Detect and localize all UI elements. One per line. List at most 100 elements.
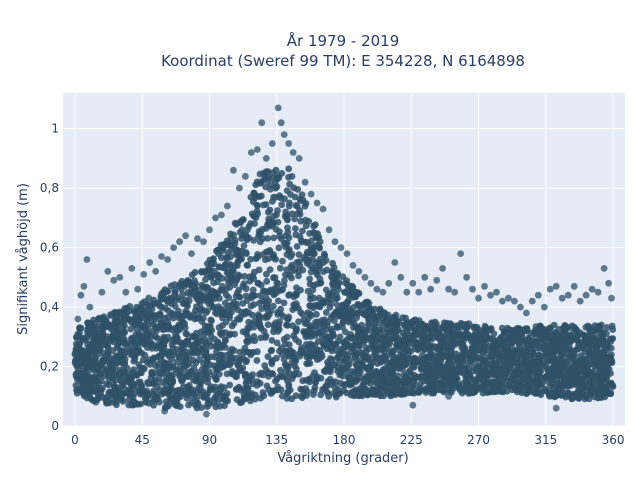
- data-point: [253, 146, 261, 153]
- data-point: [243, 331, 251, 338]
- data-point: [99, 393, 107, 401]
- data-point: [540, 303, 548, 311]
- data-point: [476, 346, 484, 354]
- data-point: [590, 368, 598, 375]
- data-point: [135, 306, 143, 314]
- data-point: [295, 251, 303, 258]
- data-point: [373, 285, 381, 293]
- data-point: [235, 383, 243, 391]
- data-point: [296, 207, 304, 214]
- data-point: [161, 386, 169, 393]
- data-point: [452, 350, 460, 358]
- data-point: [206, 361, 214, 368]
- data-point: [244, 226, 251, 234]
- data-point: [250, 189, 258, 197]
- data-point: [233, 396, 241, 403]
- data-point: [537, 375, 545, 382]
- data-point: [366, 305, 374, 313]
- data-point: [403, 288, 411, 296]
- data-point: [273, 289, 281, 296]
- data-point: [230, 166, 237, 174]
- data-point: [194, 235, 201, 243]
- data-point: [573, 380, 580, 388]
- data-point: [498, 353, 506, 360]
- data-point: [510, 380, 518, 388]
- data-point: [247, 149, 255, 156]
- data-point: [285, 363, 292, 371]
- data-point: [285, 165, 293, 173]
- data-point: [256, 380, 264, 387]
- data-point: [200, 392, 208, 400]
- data-point: [309, 286, 317, 294]
- data-point: [237, 313, 245, 321]
- data-point: [376, 305, 384, 313]
- data-point: [337, 379, 345, 387]
- data-point: [509, 351, 516, 358]
- data-point: [140, 271, 148, 278]
- data-point: [343, 389, 351, 397]
- data-point: [302, 376, 310, 384]
- data-point: [362, 344, 370, 352]
- data-point: [395, 342, 403, 349]
- data-point: [399, 329, 407, 337]
- data-point: [311, 384, 319, 391]
- data-point: [547, 339, 555, 347]
- data-point: [292, 335, 299, 343]
- data-point: [285, 140, 293, 147]
- data-point: [380, 338, 388, 346]
- data-point: [283, 187, 291, 195]
- data-point: [89, 386, 97, 394]
- data-point: [558, 294, 566, 302]
- data-point: [141, 315, 149, 322]
- data-point: [134, 285, 142, 293]
- data-point: [329, 331, 337, 339]
- data-point: [253, 357, 261, 364]
- data-point: [120, 329, 128, 336]
- data-point: [371, 348, 379, 356]
- data-point: [286, 291, 294, 298]
- data-point: [440, 386, 448, 394]
- data-point: [174, 358, 181, 366]
- data-point: [227, 230, 234, 238]
- data-point: [343, 336, 350, 344]
- x-axis-title: Vågriktning (grader): [277, 451, 408, 466]
- data-point: [168, 310, 176, 317]
- data-point: [243, 261, 251, 269]
- data-point: [211, 335, 218, 343]
- data-point: [285, 202, 293, 210]
- data-point: [180, 373, 188, 381]
- data-point: [376, 326, 384, 334]
- data-point: [221, 402, 228, 409]
- data-point: [453, 328, 461, 336]
- y-tick-label: 0,2: [40, 360, 59, 374]
- x-tick-labels: 0 45 90 135 180 225 270 315 360: [71, 433, 624, 447]
- data-point: [258, 192, 265, 200]
- data-point: [207, 316, 215, 324]
- data-point: [517, 377, 524, 385]
- data-point: [349, 343, 357, 350]
- data-point: [336, 389, 344, 397]
- data-point: [222, 395, 229, 403]
- data-point: [546, 285, 554, 293]
- data-point: [293, 326, 300, 334]
- data-point: [608, 322, 616, 330]
- data-point: [480, 335, 487, 342]
- data-point: [219, 314, 226, 322]
- data-point: [432, 374, 440, 382]
- data-point: [437, 340, 445, 348]
- data-point: [529, 359, 537, 366]
- data-point: [592, 346, 600, 354]
- data-point: [525, 380, 533, 388]
- data-point: [71, 351, 79, 358]
- data-point: [487, 291, 494, 299]
- data-point: [108, 322, 115, 330]
- data-point: [249, 311, 256, 319]
- data-point: [138, 349, 146, 357]
- data-point: [598, 321, 605, 329]
- data-point: [180, 364, 188, 372]
- data-point: [193, 314, 200, 322]
- data-point: [204, 307, 211, 315]
- data-point: [153, 327, 160, 335]
- data-point: [196, 356, 204, 363]
- data-point: [554, 362, 561, 369]
